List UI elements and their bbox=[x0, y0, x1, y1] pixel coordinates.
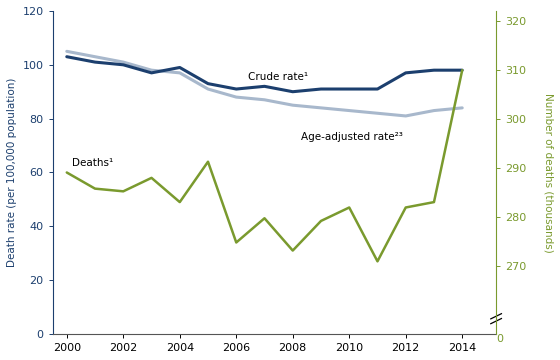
Text: Age-adjusted rate²³: Age-adjusted rate²³ bbox=[301, 131, 403, 141]
Y-axis label: Death rate (per 100,000 population): Death rate (per 100,000 population) bbox=[7, 78, 17, 267]
Text: Deaths¹: Deaths¹ bbox=[72, 158, 114, 168]
Text: 0: 0 bbox=[496, 334, 503, 344]
Text: Crude rate¹: Crude rate¹ bbox=[248, 72, 307, 82]
Y-axis label: Number of deaths (thousands): Number of deaths (thousands) bbox=[543, 93, 553, 252]
